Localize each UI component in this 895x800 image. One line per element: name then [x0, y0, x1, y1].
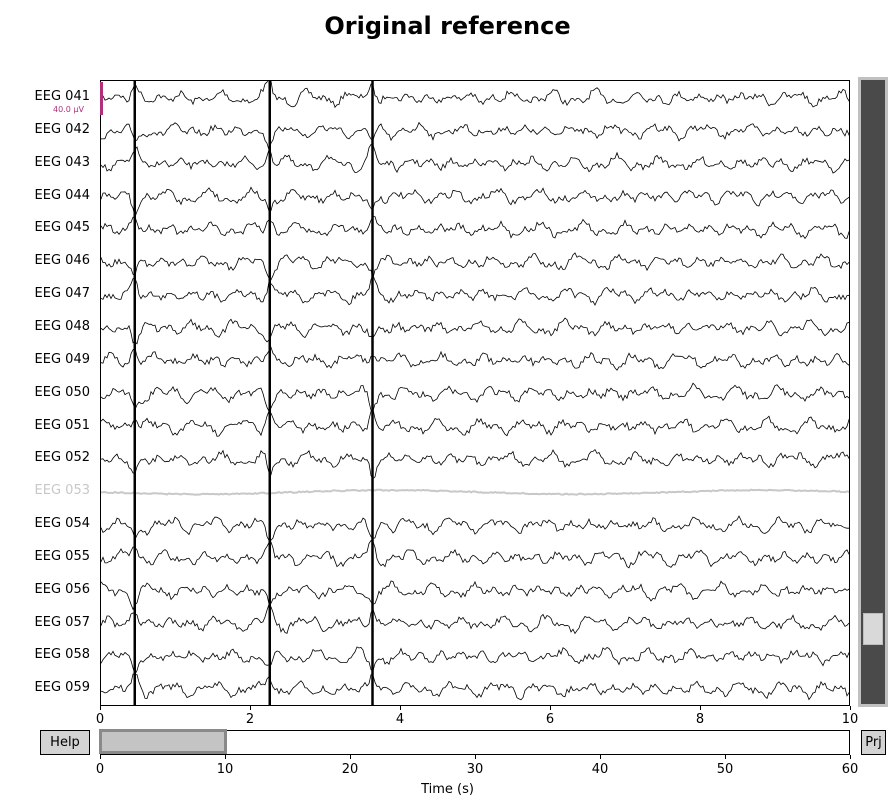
- x-tick: [849, 706, 851, 710]
- channel-trace: [101, 346, 849, 371]
- overview-tick: [349, 755, 351, 759]
- channel-label[interactable]: EEG 051: [34, 417, 90, 433]
- channel-label[interactable]: EEG 055: [34, 548, 90, 564]
- projectors-button[interactable]: Prj: [861, 730, 886, 755]
- channel-trace: [101, 274, 849, 306]
- x-tick: [399, 706, 401, 710]
- channel-label[interactable]: EEG 047: [34, 286, 90, 302]
- channel-scrollbar-thumb[interactable]: [863, 612, 883, 645]
- channel-trace: [101, 317, 849, 345]
- x-tick: [699, 706, 701, 710]
- channel-label[interactable]: EEG 058: [34, 647, 90, 663]
- channel-trace: [101, 646, 849, 676]
- x-tick-label: 4: [395, 712, 405, 727]
- channel-trace: [101, 121, 849, 152]
- overview-axis-label: Time (s): [421, 782, 474, 797]
- eeg-trace-plot[interactable]: [100, 80, 850, 706]
- channel-label[interactable]: EEG 042: [34, 121, 90, 137]
- channel-trace: [101, 216, 849, 240]
- channel-label[interactable]: EEG 059: [34, 680, 90, 696]
- channel-label[interactable]: EEG 046: [34, 253, 90, 269]
- figure-title: Original reference: [324, 12, 571, 40]
- overview-tick-label: 50: [716, 762, 734, 777]
- channel-trace: [101, 488, 849, 496]
- eeg-traces: [101, 81, 849, 705]
- x-tick-label: 0: [95, 712, 105, 727]
- help-button[interactable]: Help: [40, 730, 90, 755]
- overview-tick-label: 40: [591, 762, 609, 777]
- channel-label[interactable]: EEG 041: [34, 89, 90, 104]
- channel-trace: [101, 252, 849, 281]
- channel-label[interactable]: EEG 057: [34, 614, 90, 630]
- channel-label[interactable]: EEG 052: [34, 450, 90, 466]
- overview-tick: [224, 755, 226, 759]
- overview-tick-label: 30: [466, 762, 484, 777]
- overview-tick-label: 60: [841, 762, 859, 777]
- scale-bar: [100, 82, 103, 115]
- channel-label[interactable]: EEG 048: [34, 318, 90, 334]
- channel-trace: [101, 603, 849, 635]
- channel-label[interactable]: EEG 056: [34, 581, 90, 597]
- channel-trace: [101, 408, 849, 437]
- overview-tick: [99, 755, 101, 759]
- x-tick-label: 6: [545, 712, 555, 727]
- channel-trace: [101, 539, 849, 569]
- overview-tick: [724, 755, 726, 759]
- channel-trace: [101, 382, 849, 413]
- channel-scrollbar[interactable]: [858, 77, 888, 707]
- channel-label[interactable]: EEG 049: [34, 351, 90, 367]
- channel-label[interactable]: EEG 050: [34, 384, 90, 400]
- channel-label[interactable]: EEG 053: [34, 483, 90, 499]
- x-tick: [549, 706, 551, 710]
- scale-bar-label: 40.0 µV: [53, 105, 84, 114]
- time-scrollbar[interactable]: [99, 729, 850, 755]
- channel-label[interactable]: EEG 054: [34, 516, 90, 532]
- channel-trace: [101, 81, 849, 109]
- overview-tick-label: 20: [341, 762, 359, 777]
- x-tick-label: 2: [245, 712, 255, 727]
- time-scrollbar-thumb[interactable]: [99, 729, 227, 754]
- channel-label[interactable]: EEG 045: [34, 220, 90, 236]
- channel-trace: [101, 186, 849, 219]
- overview-tick-label: 10: [216, 762, 234, 777]
- x-tick-label: 10: [841, 712, 859, 727]
- channel-label[interactable]: EEG 044: [34, 187, 90, 203]
- channel-label[interactable]: EEG 043: [34, 154, 90, 170]
- channel-trace: [101, 515, 849, 541]
- overview-tick: [474, 755, 476, 759]
- channel-trace: [101, 144, 849, 174]
- x-tick: [99, 706, 101, 710]
- channel-trace: [101, 448, 849, 480]
- x-tick: [249, 706, 251, 710]
- x-tick-label: 8: [695, 712, 705, 727]
- overview-tick-label: 0: [95, 762, 105, 777]
- channel-trace: [101, 673, 849, 701]
- overview-tick: [599, 755, 601, 759]
- channel-trace: [101, 580, 849, 611]
- overview-tick: [849, 755, 851, 759]
